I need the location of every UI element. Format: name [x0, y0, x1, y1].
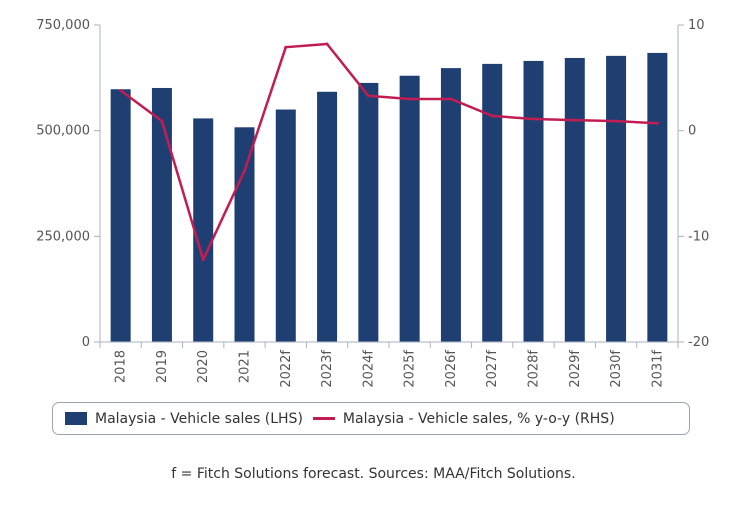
category-label-2031f: 2031f — [650, 350, 665, 388]
category-label-2024f: 2024f — [361, 350, 376, 388]
bars-layer — [110, 52, 668, 343]
bar-2021 — [234, 127, 255, 342]
legend-item-line-series[interactable]: Malaysia - Vehicle sales, % y-o-y (RHS) — [312, 410, 615, 427]
category-label-2025f: 2025f — [403, 350, 418, 388]
line-point-2029f — [573, 118, 577, 122]
bar-2029f — [564, 57, 585, 343]
line-point-2023f — [325, 42, 329, 46]
line-point-2027f — [490, 114, 494, 118]
chart-area: 0 250,000 500,000 750,000 -20 -10 0 10 2018 2019 2… — [36, 18, 709, 388]
left-tick-label: 500,000 — [36, 124, 90, 139]
bar-2023f — [317, 91, 338, 342]
bar-2018 — [110, 89, 131, 342]
category-label-2022f: 2022f — [279, 350, 294, 388]
line-point-2022f — [284, 45, 288, 49]
line-point-2021 — [243, 169, 246, 173]
right-tick-label: -20 — [688, 335, 709, 350]
category-label-2019: 2019 — [155, 350, 170, 383]
legend-label-line-series: Malaysia - Vehicle sales, % y-o-y (RHS) — [342, 410, 615, 427]
bar-2031f — [647, 52, 668, 343]
bar-2030f — [606, 55, 627, 342]
line-point-2019 — [160, 119, 164, 123]
line-point-2026f — [449, 97, 453, 101]
line-point-2031f — [655, 121, 659, 125]
bar-2020 — [193, 118, 214, 342]
line-layer — [119, 42, 659, 262]
source-note: f = Fitch Solutions forecast. Sources: M… — [171, 466, 576, 482]
legend-label-bar-series: Malaysia - Vehicle sales (LHS) — [95, 410, 303, 427]
right-tick-label: 0 — [688, 124, 696, 139]
category-label-2021: 2021 — [238, 350, 253, 383]
bar-2028f — [523, 60, 544, 342]
category-label-2027f: 2027f — [485, 350, 500, 388]
right-tick-label: 10 — [688, 18, 705, 33]
right-tick-label: -10 — [688, 229, 709, 244]
bar-2022f — [275, 109, 296, 343]
line-point-2028f — [532, 117, 535, 121]
category-label-2028f: 2028f — [527, 350, 542, 388]
line-point-2030f — [614, 119, 618, 123]
axes-layer — [94, 24, 684, 348]
category-label-2030f: 2030f — [609, 350, 624, 388]
labels-layer: 0 250,000 500,000 750,000 -20 -10 0 10 2018 2019 2… — [36, 18, 709, 388]
category-label-2026f: 2026f — [444, 350, 459, 388]
legend-item-bar-series[interactable]: Malaysia - Vehicle sales (LHS) — [65, 411, 303, 427]
line-point-2020 — [201, 258, 205, 262]
left-tick-label: 250,000 — [36, 229, 90, 244]
line-series-yoy — [119, 42, 658, 261]
line-point-2025f — [408, 97, 412, 101]
left-tick-label: 750,000 — [36, 18, 90, 33]
category-label-2023f: 2023f — [320, 350, 335, 388]
legend: Malaysia - Vehicle sales (LHS) Malaysia … — [52, 402, 690, 435]
legend-swatch-line — [312, 417, 335, 420]
category-label-2018: 2018 — [114, 350, 129, 383]
line-point-2018 — [119, 89, 123, 93]
category-label-2020: 2020 — [196, 350, 211, 383]
bar-2025f — [399, 75, 420, 342]
bar-2027f — [482, 63, 503, 342]
line-point-2024f — [366, 94, 370, 98]
left-tick-label: 0 — [82, 335, 90, 350]
legend-swatch-bar — [65, 412, 87, 425]
bar-2026f — [440, 68, 461, 342]
category-label-2029f: 2029f — [568, 350, 583, 388]
bar-2019 — [151, 87, 172, 343]
bar-2024f — [358, 82, 379, 342]
